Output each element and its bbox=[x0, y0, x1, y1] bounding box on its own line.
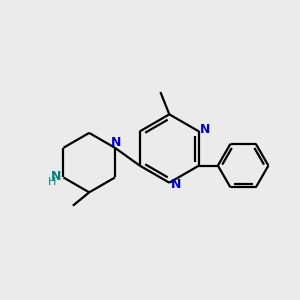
Text: N: N bbox=[111, 136, 121, 149]
Text: N: N bbox=[200, 123, 211, 136]
Text: N: N bbox=[171, 178, 181, 191]
Text: N: N bbox=[51, 170, 61, 183]
Text: H: H bbox=[48, 177, 56, 187]
